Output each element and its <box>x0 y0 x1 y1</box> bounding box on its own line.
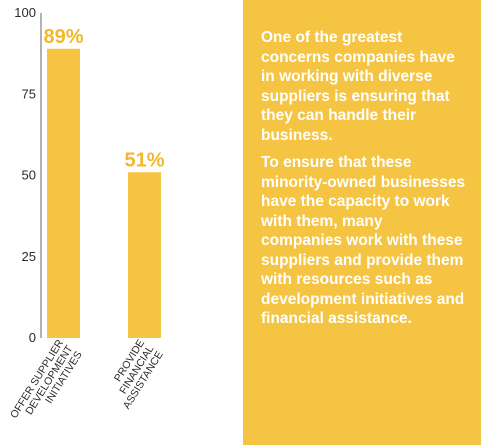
data-label-1: 89% <box>43 26 83 48</box>
y-tick-label-75: 75 <box>22 86 36 101</box>
y-tick-label-25: 25 <box>22 249 36 264</box>
panel-paragraph-2: To ensure that these minority-owned busi… <box>261 154 466 327</box>
panel-paragraph-1: One of the greatest concerns companies h… <box>261 29 455 144</box>
y-tick-label-0: 0 <box>29 330 36 345</box>
y-tick-label-100: 100 <box>14 5 36 20</box>
info-panel: One of the greatest concerns companies h… <box>243 0 481 445</box>
y-tick-label-50: 50 <box>22 168 36 183</box>
data-label-2: 51% <box>124 149 164 171</box>
bar-chart: 0 25 50 75 100 89% 51% OFFER SUPPLIERDEVELOPM… <box>8 5 166 421</box>
bar-1 <box>47 48 80 338</box>
bar-2 <box>128 172 161 338</box>
